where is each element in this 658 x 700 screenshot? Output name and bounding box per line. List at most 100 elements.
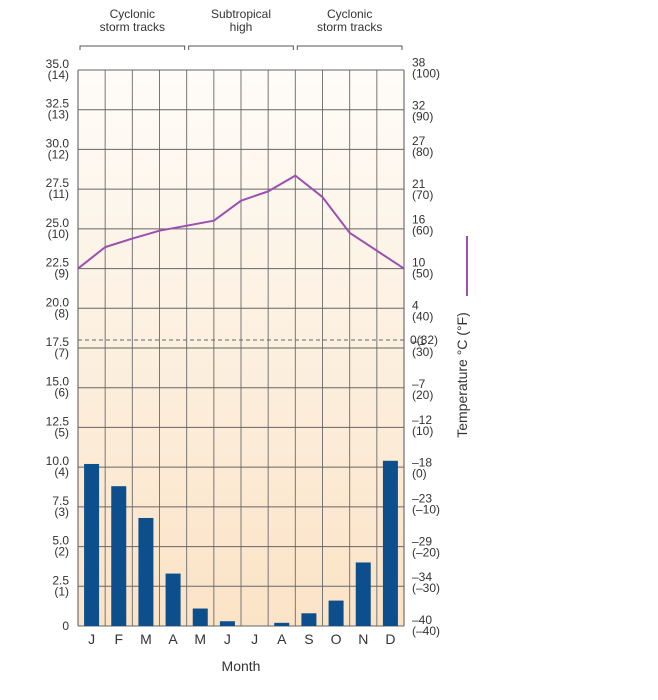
precip-tick-label: 17.5 [46, 335, 70, 349]
precip-tick-label: (1) [54, 584, 69, 598]
precip-tick-label: (14) [48, 68, 69, 82]
temp-tick-label: 10 [412, 256, 426, 270]
precip-tick-label: 0 [62, 619, 69, 633]
temp-tick-label: (50) [412, 267, 433, 281]
temperature-series [77, 174, 405, 270]
month-label: F [114, 631, 123, 647]
precip-bar [219, 621, 235, 626]
precip-tick-label: 12.5 [46, 414, 70, 428]
precip-tick-label: (4) [54, 465, 69, 479]
band-label: Cyclonic [110, 7, 155, 21]
temp-tick-label: –40 [412, 613, 432, 627]
precip-tick-label: 32.5 [46, 97, 70, 111]
band-label: storm tracks [317, 20, 382, 34]
temp-tick-label: (90) [412, 109, 433, 123]
precip-bar [111, 486, 127, 626]
precip-tick-label: 25.0 [46, 216, 70, 230]
temp-tick-label: –34 [412, 570, 432, 584]
precip-bar [192, 608, 208, 626]
temp-tick-label: 27 [412, 134, 426, 148]
temperature-line [77, 174, 405, 270]
precip-tick-label: (12) [48, 147, 69, 161]
precip-bar [301, 613, 317, 626]
temp-tick-label: (–30) [412, 581, 440, 595]
precip-tick-label: (8) [54, 306, 69, 320]
precipitation-bars [84, 460, 398, 626]
precip-bar [382, 460, 398, 626]
temp-tick-label: (0) [412, 467, 427, 481]
temp-tick-label: (10) [412, 424, 433, 438]
precip-bar [328, 600, 344, 626]
temp-tick-label: (–10) [412, 502, 440, 516]
temp-tick-label: (30) [412, 345, 433, 359]
temp-tick-label: 0(32) [410, 333, 438, 347]
temp-tick-label: –1 [412, 334, 426, 348]
temp-tick-label: (20) [412, 388, 433, 402]
temp-tick-label: 32 [412, 98, 426, 112]
precip-tick-label: 10.0 [46, 454, 70, 468]
temp-tick-label: 38 [412, 55, 426, 69]
band-label: Cyclonic [327, 7, 372, 21]
precip-tick-label: (10) [48, 227, 69, 241]
precip-tick-label: 15.0 [46, 375, 70, 389]
precip-tick-label: 27.5 [46, 176, 70, 190]
precip-tick-label: (9) [54, 267, 69, 281]
month-label: A [168, 631, 178, 647]
y2-axis-title: Temperature °C (°F) [454, 312, 470, 438]
precip-bar [138, 517, 154, 626]
precip-tick-label: 5.0 [52, 534, 69, 548]
precip-axis-ticks: 35.0(14) 32.5(13) 30.0(12) 27.5(11) 25.0(10)… [46, 57, 70, 633]
precip-bar [355, 562, 371, 626]
precip-tick-label: 22.5 [46, 256, 70, 270]
temp-tick-label: (70) [412, 188, 433, 202]
band-bracket [188, 45, 294, 50]
temp-tick-label: –23 [412, 491, 432, 505]
month-label: D [385, 631, 395, 647]
band-bracket [79, 45, 186, 50]
month-label: J [88, 631, 95, 647]
temp-tick-label: 21 [412, 177, 426, 191]
month-label: M [140, 631, 152, 647]
precip-tick-label: (11) [49, 187, 69, 201]
precip-bar [274, 622, 290, 626]
month-label: O [331, 631, 342, 647]
temp-tick-label: (–20) [412, 545, 440, 559]
temp-tick-label: (40) [412, 309, 433, 323]
precip-bar [165, 573, 181, 626]
month-label: N [358, 631, 368, 647]
precip-tick-label: 30.0 [46, 136, 70, 150]
precip-tick-label: (7) [54, 346, 69, 360]
temp-tick-label: –12 [412, 413, 432, 427]
month-label: J [251, 631, 258, 647]
temp-tick-label: (80) [412, 145, 433, 159]
x-axis-title: Month [222, 658, 261, 674]
precip-tick-label: (6) [54, 386, 69, 400]
temp-tick-label: (–40) [412, 624, 440, 638]
month-label: J [224, 631, 231, 647]
temp-tick-label: (60) [412, 224, 433, 238]
precip-tick-label: (2) [54, 545, 69, 559]
band-label: high [230, 20, 253, 34]
precip-tick-label: 20.0 [46, 295, 70, 309]
precip-tick-label: 2.5 [52, 573, 69, 587]
temp-tick-label: –18 [412, 456, 432, 470]
temp-tick-label: 16 [412, 213, 426, 227]
precip-tick-label: 7.5 [52, 494, 69, 508]
month-label: S [304, 631, 313, 647]
temp-tick-label: (100) [412, 66, 440, 80]
temp-tick-label: –29 [412, 534, 432, 548]
precip-tick-label: 35.0 [46, 57, 70, 71]
month-label: A [277, 631, 287, 647]
precip-tick-label: (13) [48, 108, 69, 122]
precip-tick-label: (5) [54, 425, 69, 439]
precip-tick-label: (3) [54, 505, 69, 519]
temp-axis-ticks: 38(100) 32(90) 27(80) 21(70) 16(60) 10(50) 4(4… [410, 55, 440, 638]
band-label: storm tracks [100, 20, 165, 34]
band-bracket [296, 45, 403, 50]
precip-bar [84, 463, 100, 626]
temp-tick-label: –7 [412, 377, 426, 391]
band-label: Subtropical [211, 7, 271, 21]
